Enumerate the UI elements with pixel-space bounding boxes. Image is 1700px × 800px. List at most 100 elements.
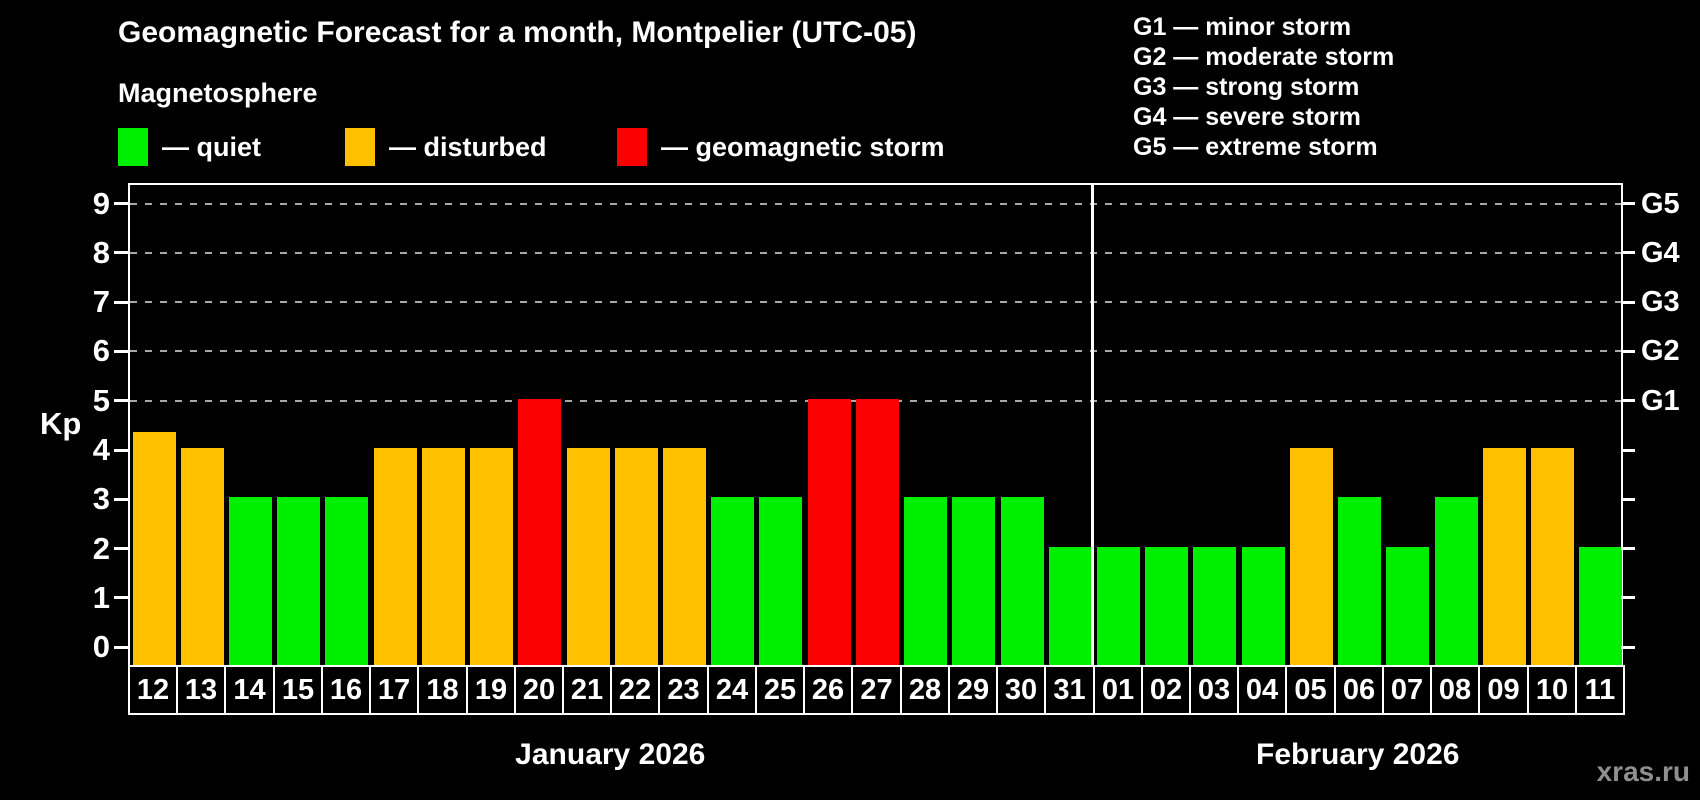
y-axis-tick-label-4: 4 — [92, 432, 110, 468]
g-level-label-g2: G2 — [1641, 335, 1680, 368]
legend-item-label: — disturbed — [389, 131, 547, 162]
day-label-cell-06: 06 — [1334, 665, 1384, 715]
kp-bar-day-03 — [1193, 546, 1237, 665]
day-label-cell-28: 28 — [900, 665, 950, 715]
y-axis-tick-label-2: 2 — [92, 530, 110, 566]
month-divider-line — [1091, 185, 1095, 665]
day-label-cell-10: 10 — [1527, 665, 1577, 715]
day-label-cell-20: 20 — [514, 665, 564, 715]
kp-bar-day-14 — [228, 497, 272, 665]
kp-bar-day-05 — [1289, 448, 1333, 665]
day-label-cell-21: 21 — [562, 665, 612, 715]
kp-bar-day-18 — [421, 448, 465, 665]
day-label-cell-30: 30 — [996, 665, 1046, 715]
y-axis-tick-label-3: 3 — [92, 481, 110, 517]
y-axis-tick-5 — [114, 399, 128, 403]
g-scale-legend: G1 — minor storm G2 — moderate storm G3 — … — [1133, 12, 1394, 162]
g-scale-legend-line: G2 — moderate storm — [1133, 43, 1395, 71]
day-label-cell-24: 24 — [707, 665, 757, 715]
kp-bar-day-12 — [132, 431, 176, 665]
right-axis-tick-2 — [1621, 547, 1635, 551]
legend-item-label: — geomagnetic storm — [661, 131, 945, 162]
kp-bar-day-27 — [855, 398, 899, 665]
kp-bar-day-06 — [1338, 497, 1382, 665]
legend-item-label: — quiet — [162, 131, 261, 162]
right-axis-tick-3 — [1621, 497, 1635, 501]
kp-bar-day-02 — [1145, 546, 1189, 665]
gridline-kp-6 — [130, 350, 1621, 353]
legend-item-quiet: — quiet — [118, 126, 261, 168]
day-label-cell-19: 19 — [466, 665, 516, 715]
right-axis-tick-8 — [1621, 251, 1635, 255]
day-label-cell-15: 15 — [273, 665, 323, 715]
g-scale-legend-line: G4 — severe storm — [1133, 103, 1361, 131]
kp-bar-day-23 — [662, 448, 706, 665]
day-label-cell-04: 04 — [1237, 665, 1287, 715]
kp-bar-day-22 — [614, 448, 658, 665]
y-axis-tick-label-0: 0 — [92, 629, 110, 665]
day-label-cell-27: 27 — [851, 665, 902, 715]
day-label-cell-02: 02 — [1141, 665, 1191, 715]
legend-swatch-disturbed-icon — [345, 128, 375, 166]
y-axis-tick-6 — [114, 349, 128, 353]
day-label-cell-13: 13 — [176, 665, 226, 715]
watermark: xras.ru — [1596, 756, 1690, 787]
g-level-label-g4: G4 — [1641, 236, 1680, 269]
y-axis-tick-7 — [114, 300, 128, 304]
g-scale-legend-line: G3 — strong storm — [1133, 73, 1360, 101]
g-scale-legend-line: G5 — extreme storm — [1133, 133, 1378, 161]
kp-bar-day-19 — [470, 448, 514, 665]
right-axis-tick-0 — [1621, 645, 1635, 649]
gridline-kp-9 — [130, 202, 1621, 205]
day-label-cell-05: 05 — [1285, 665, 1336, 715]
day-label-cell-17: 17 — [369, 665, 419, 715]
y-axis-tick-label-1: 1 — [92, 579, 110, 615]
g-level-label-g1: G1 — [1641, 384, 1680, 417]
y-axis-tick-label-9: 9 — [92, 185, 110, 221]
kp-bar-day-29 — [952, 497, 996, 665]
g-level-label-g5: G5 — [1641, 187, 1680, 220]
day-label-cell-25: 25 — [755, 665, 805, 715]
gridline-kp-7 — [130, 301, 1621, 304]
right-axis-tick-7 — [1621, 300, 1635, 304]
day-label-cell-23: 23 — [658, 665, 709, 715]
day-label-cell-16: 16 — [321, 665, 371, 715]
kp-bar-day-21 — [566, 448, 610, 665]
y-axis-tick-8 — [114, 251, 128, 255]
legend-swatch-quiet-icon — [118, 128, 148, 166]
day-label-cell-07: 07 — [1382, 665, 1432, 715]
kp-bar-day-01 — [1097, 546, 1141, 665]
kp-bar-day-26 — [807, 398, 851, 665]
kp-bar-day-16 — [325, 497, 369, 665]
y-axis-tick-label-7: 7 — [92, 284, 110, 320]
day-label-cell-26: 26 — [803, 665, 853, 715]
month-label-january: January 2026 — [515, 738, 706, 771]
kp-bar-day-17 — [373, 448, 417, 665]
kp-bar-day-08 — [1434, 497, 1478, 665]
kp-bar-day-13 — [180, 448, 224, 665]
right-axis-tick-9 — [1621, 202, 1635, 206]
day-label-cell-18: 18 — [417, 665, 468, 715]
y-axis-tick-label-5: 5 — [92, 382, 110, 418]
y-axis-tick-3 — [114, 497, 128, 501]
legend-swatch-storm-icon — [617, 128, 647, 166]
y-axis-tick-1 — [114, 596, 128, 600]
kp-bar-day-10 — [1531, 448, 1575, 665]
kp-bar-day-11 — [1579, 546, 1623, 665]
day-label-cell-14: 14 — [224, 665, 275, 715]
y-axis-tick-9 — [114, 202, 128, 206]
right-axis-tick-6 — [1621, 349, 1635, 353]
legend-item-storm: — geomagnetic storm — [617, 126, 945, 168]
month-label-february: February 2026 — [1256, 738, 1460, 771]
kp-bar-day-04 — [1241, 546, 1285, 665]
day-label-cell-29: 29 — [948, 665, 998, 715]
kp-axis-title: Kp — [40, 406, 82, 442]
plot-area — [128, 183, 1623, 667]
g-scale-legend-line: G1 — minor storm — [1133, 13, 1352, 41]
day-label-cell-01: 01 — [1093, 665, 1143, 715]
kp-bar-day-25 — [759, 497, 803, 665]
kp-bar-day-15 — [277, 497, 321, 665]
day-label-cell-12: 12 — [128, 665, 178, 715]
day-label-cell-09: 09 — [1478, 665, 1529, 715]
